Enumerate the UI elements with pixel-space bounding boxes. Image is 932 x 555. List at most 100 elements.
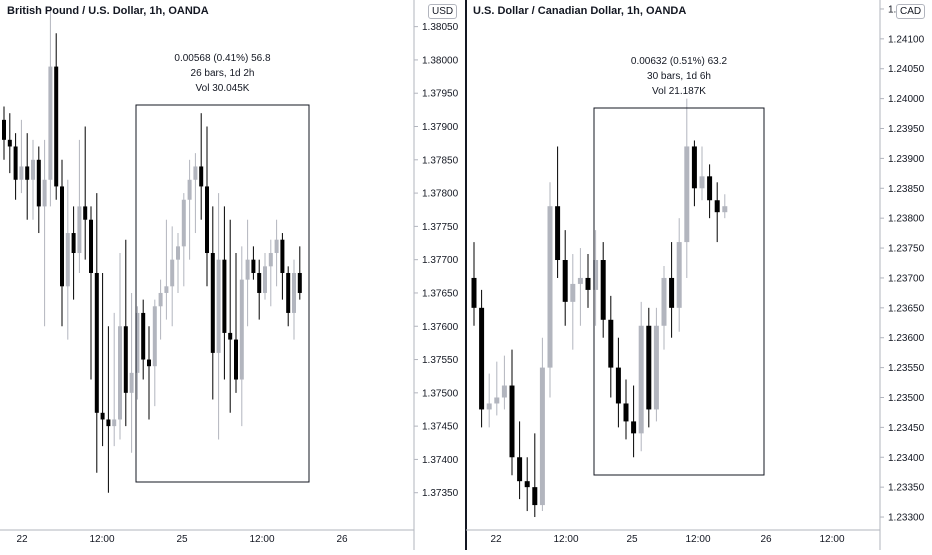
- candle-body: [71, 233, 76, 254]
- candle-body: [77, 206, 82, 254]
- candle-body: [118, 326, 122, 420]
- price-label: 1.23950: [888, 124, 925, 135]
- candle-body: [100, 412, 105, 420]
- candle-body: [263, 266, 267, 293]
- candle: [471, 242, 477, 326]
- candle: [199, 113, 204, 220]
- candle-body: [31, 159, 35, 180]
- candle: [205, 126, 209, 287]
- candle: [147, 326, 151, 420]
- measure-line1: 0.00632 (0.51%) 63.2: [631, 56, 728, 67]
- left-currency-tag: USD: [428, 4, 458, 19]
- candle: [268, 239, 273, 307]
- candle-body: [94, 272, 99, 413]
- candle: [608, 295, 614, 398]
- candle-body: [164, 286, 169, 293]
- candle: [19, 119, 24, 194]
- candle-body: [638, 325, 644, 434]
- candle: [118, 253, 122, 440]
- price-label: 1.37950: [422, 89, 459, 100]
- candle: [100, 272, 105, 447]
- candle-body: [257, 272, 262, 293]
- time-label: 22: [490, 534, 502, 545]
- price-label: 1.23650: [888, 303, 925, 314]
- candle-body: [239, 279, 244, 380]
- candle: [42, 139, 47, 327]
- time-label: 22: [16, 534, 28, 545]
- candle-body: [292, 272, 296, 313]
- price-label: 1.37550: [422, 355, 459, 366]
- candle-body: [251, 259, 256, 273]
- candle-body: [714, 200, 720, 213]
- candle-body: [19, 166, 24, 180]
- left-chart-title: British Pound / U.S. Dollar, 1h, OANDA: [7, 5, 209, 17]
- candle-body: [181, 199, 186, 247]
- time-label: 26: [336, 534, 348, 545]
- candle: [83, 126, 88, 260]
- candle-body: [517, 457, 523, 482]
- candle: [577, 248, 583, 326]
- candle-body: [479, 307, 485, 410]
- measure-line2: 30 bars, 1d 6h: [647, 71, 711, 82]
- candle-body: [669, 277, 675, 308]
- candle: [570, 254, 576, 350]
- time-label: 12:00: [249, 534, 274, 545]
- panel-divider[interactable]: [465, 0, 467, 550]
- candle: [292, 259, 296, 340]
- candle: [112, 312, 117, 447]
- candle-body: [170, 259, 175, 287]
- candle: [176, 233, 180, 293]
- candle-body: [152, 306, 157, 367]
- candle-body: [653, 325, 659, 410]
- candle: [714, 182, 720, 243]
- right-chart-title: U.S. Dollar / Canadian Dollar, 1h, OANDA: [473, 5, 687, 17]
- candle: [135, 306, 140, 400]
- candle-body: [547, 206, 553, 368]
- candle: [158, 279, 163, 340]
- candle: [661, 265, 667, 350]
- candle: [631, 385, 637, 458]
- candle: [646, 307, 652, 428]
- candle: [71, 206, 76, 300]
- candle: [123, 239, 128, 427]
- candle-body: [147, 359, 151, 367]
- candle-body: [83, 206, 88, 220]
- price-label: 1.38050: [422, 22, 459, 33]
- candle: [547, 182, 553, 398]
- candle: [141, 299, 146, 380]
- candle-body: [280, 239, 285, 273]
- candle: [707, 164, 713, 219]
- price-label: 1.23750: [888, 244, 925, 255]
- candle: [129, 292, 134, 453]
- candle-body: [234, 339, 238, 380]
- price-label: 1.24000: [888, 94, 925, 105]
- candle-body: [570, 283, 576, 302]
- candle-body: [297, 272, 302, 293]
- candle: [638, 301, 644, 452]
- gbpusd-chart[interactable]: 1.38050 1.38000 1.37950 1.37900 1.37850 1.378…: [0, 0, 466, 550]
- candle: [152, 299, 157, 407]
- candle: [164, 219, 169, 320]
- candle: [539, 337, 545, 512]
- candle: [222, 206, 227, 380]
- candle-body: [699, 176, 705, 189]
- price-label: 1.38000: [422, 55, 459, 66]
- candle-body: [42, 179, 47, 207]
- price-label: 1.37700: [422, 255, 459, 266]
- candle: [2, 106, 6, 160]
- candle-body: [286, 272, 291, 313]
- candle: [623, 379, 629, 440]
- candle-body: [631, 421, 637, 434]
- usdcad-chart[interactable]: 1.241501.241001.240501.240001.239501.239…: [466, 0, 932, 550]
- time-label: 25: [176, 534, 188, 545]
- price-label: 1.23800: [888, 214, 925, 225]
- price-label: 1.23700: [888, 273, 925, 284]
- time-label: 26: [760, 534, 772, 545]
- price-label: 1.37500: [422, 388, 459, 399]
- candle: [94, 193, 99, 473]
- candle-body: [135, 312, 140, 373]
- price-label: 1.23850: [888, 184, 925, 195]
- candle-body: [509, 385, 515, 458]
- candle-body: [158, 292, 163, 307]
- candle-body: [471, 277, 477, 308]
